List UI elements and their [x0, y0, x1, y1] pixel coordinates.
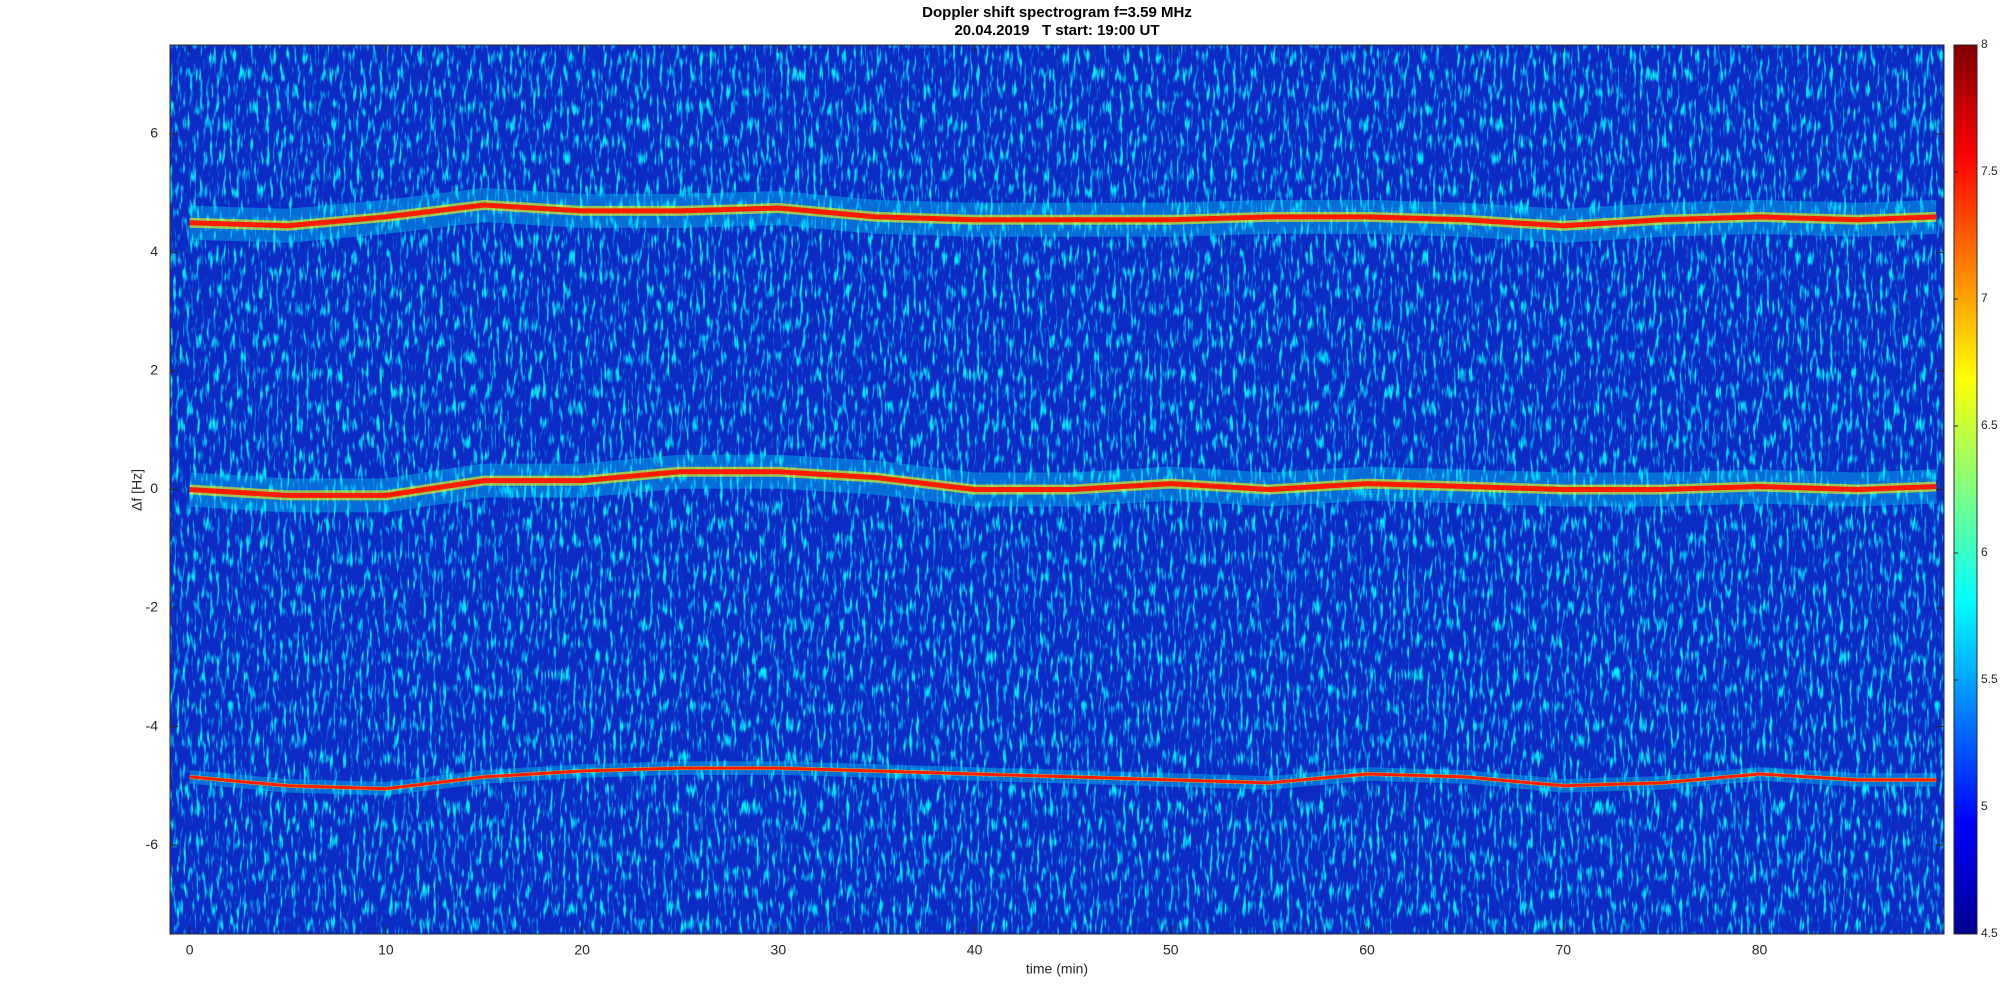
y-tick-label: -4: [146, 717, 159, 733]
x-tick-label: 80: [1752, 942, 1768, 958]
colorbar-tick-label: 4.5: [1981, 926, 1998, 940]
colorbar-tick-label: 7.5: [1981, 164, 1998, 178]
trace: [189, 469, 1937, 498]
x-tick-label: 0: [186, 942, 194, 958]
chart-title: Doppler shift spectrogram f=3.59 MHz: [922, 4, 1192, 21]
y-tick-label: -2: [146, 599, 159, 615]
x-tick-label: 10: [378, 942, 394, 958]
y-tick-label: -6: [146, 836, 159, 852]
trace: [189, 202, 1937, 229]
y-tick-label: 4: [150, 243, 158, 259]
x-axis-label: time (min): [1026, 961, 1088, 977]
x-tick-label: 70: [1556, 942, 1572, 958]
colorbar: [1953, 44, 1978, 935]
x-tick-label: 30: [771, 942, 787, 958]
chart-subtitle: 20.04.2019 T start: 19:00 UT: [954, 22, 1159, 39]
y-tick-label: 6: [150, 125, 158, 141]
trace: [189, 766, 1937, 791]
colorbar-tick-label: 5: [1981, 799, 1988, 813]
x-tick-label: 40: [967, 942, 983, 958]
colorbar-tick-label: 5.5: [1981, 672, 1998, 686]
colorbar-tick-label: 6: [1981, 545, 1988, 559]
x-tick-label: 50: [1163, 942, 1179, 958]
x-tick-label: 60: [1359, 942, 1375, 958]
colorbar-tick-label: 6.5: [1981, 418, 1998, 432]
colorbar-tick-label: 7: [1981, 291, 1988, 305]
colorbar-tick-label: 8: [1981, 37, 1988, 51]
x-tick-label: 20: [574, 942, 590, 958]
y-tick-label: 0: [150, 480, 158, 496]
y-tick-label: 2: [150, 362, 158, 378]
y-axis-label: Δf [Hz]: [129, 469, 145, 511]
